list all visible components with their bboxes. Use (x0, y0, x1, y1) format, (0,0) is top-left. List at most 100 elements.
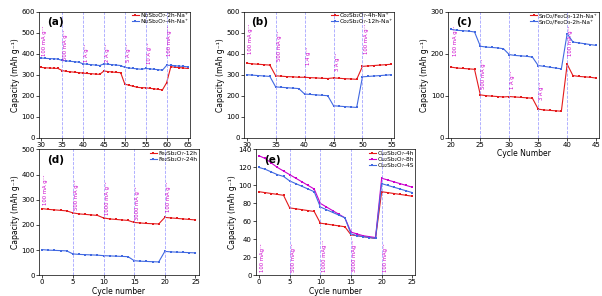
Cu₂Sb₂O₇-4S (329, 211, 336, 214)
SnO₂/Fe₂O₃-2h-Na⁺ (471, 30, 478, 34)
Ni₂Sb₂O₇-4h-Na⁺ (172, 64, 179, 67)
Ni₂Sb₂O₇-4h-Na⁺ (105, 62, 112, 66)
Text: 3000 mAg⁻¹: 3000 mAg⁻¹ (352, 240, 357, 272)
Fe₂Sb₂O₇-24h (51, 249, 58, 252)
Ni₂Sb₂O₇-2h-Na⁺ (159, 88, 166, 92)
Co₂Sb₂O₇-12h-Na⁺ (388, 73, 395, 76)
Ni₂Sb₂O₇-2h-Na⁺ (113, 71, 120, 74)
X-axis label: Cycle Number: Cycle Number (87, 149, 141, 158)
Cu₂Sb₂O₇-4h (403, 194, 410, 197)
SnO₂/Fe₂O₃-12h-Na⁺ (488, 94, 495, 98)
Fe₂Sb₂O₇-24h (63, 249, 70, 253)
Co₂Sb₂O₇-12h-Na⁺ (353, 106, 361, 109)
Fe₂Sb₂O₇-24h (94, 253, 101, 257)
Cu₂Sb₂O₇-4S (384, 184, 391, 187)
Cu₂Sb₂O₇-8h (384, 178, 391, 182)
Cu₂Sb₂O₇-4h (378, 190, 385, 194)
Cu₂Sb₂O₇-4S (397, 187, 404, 191)
Fe₂Sb₂O₇-12h (100, 216, 107, 220)
Cu₂Sb₂O₇-4S (378, 182, 385, 185)
SnO₂/Fe₂O₃-12h-Na⁺ (459, 67, 467, 70)
Co₂Sb₂O₇-12h-Na⁺ (278, 86, 285, 89)
Cu₂Sb₂O₇-8h (292, 176, 299, 180)
Cu₂Sb₂O₇-4h (299, 208, 306, 211)
Line: Cu₂Sb₂O₇-4h: Cu₂Sb₂O₇-4h (258, 190, 414, 240)
Co₂Sb₂O₇-4h-Na⁺ (347, 77, 355, 81)
Co₂Sb₂O₇-12h-Na⁺ (307, 93, 314, 96)
SnO₂/Fe₂O₃-12h-Na⁺ (477, 93, 484, 96)
SnO₂/Fe₂O₃-12h-Na⁺ (546, 109, 553, 112)
Text: 1000 mA g⁻¹: 1000 mA g⁻¹ (105, 181, 110, 215)
Legend: Fe₂Sb₂O₇-12h, Fe₂Sb₂O₇-24h: Fe₂Sb₂O₇-12h, Fe₂Sb₂O₇-24h (149, 150, 198, 162)
Fe₂Sb₂O₇-24h (39, 248, 46, 251)
SnO₂/Fe₂O₃-2h-Na⁺ (587, 43, 594, 46)
Cu₂Sb₂O₇-8h (261, 157, 268, 160)
Ni₂Sb₂O₇-2h-Na⁺ (109, 70, 116, 74)
Fe₂Sb₂O₇-12h (69, 211, 76, 215)
Fe₂Sb₂O₇-24h (45, 248, 52, 252)
Ni₂Sb₂O₇-4h-Na⁺ (46, 57, 53, 60)
Y-axis label: Capacity (mAh g⁻¹): Capacity (mAh g⁻¹) (11, 38, 20, 112)
Co₂Sb₂O₇-12h-Na⁺ (266, 75, 273, 78)
Co₂Sb₂O₇-12h-Na⁺ (324, 94, 331, 97)
Co₂Sb₂O₇-4h-Na⁺ (284, 75, 291, 78)
Ni₂Sb₂O₇-2h-Na⁺ (46, 66, 53, 70)
Ni₂Sb₂O₇-4h-Na⁺ (67, 59, 74, 63)
SnO₂/Fe₂O₃-12h-Na⁺ (500, 95, 507, 99)
Fe₂Sb₂O₇-24h (186, 251, 193, 254)
Co₂Sb₂O₇-4h-Na⁺ (330, 76, 337, 80)
Ni₂Sb₂O₇-2h-Na⁺ (180, 66, 187, 70)
Co₂Sb₂O₇-12h-Na⁺ (290, 86, 297, 90)
Co₂Sb₂O₇-4h-Na⁺ (278, 74, 285, 78)
Cu₂Sb₂O₇-4h (359, 235, 367, 238)
SnO₂/Fe₂O₃-2h-Na⁺ (512, 54, 519, 57)
SnO₂/Fe₂O₃-2h-Na⁺ (592, 44, 600, 47)
Co₂Sb₂O₇-4h-Na⁺ (301, 75, 308, 79)
Ni₂Sb₂O₇-2h-Na⁺ (79, 71, 87, 75)
Fe₂Sb₂O₇-12h (179, 217, 187, 221)
Line: Cu₂Sb₂O₇-8h: Cu₂Sb₂O₇-8h (258, 155, 414, 239)
Fe₂Sb₂O₇-12h (112, 218, 119, 221)
Fe₂Sb₂O₇-12h (39, 207, 46, 210)
Fe₂Sb₂O₇-24h (57, 249, 64, 252)
Cu₂Sb₂O₇-4h (397, 193, 404, 196)
SnO₂/Fe₂O₃-2h-Na⁺ (563, 32, 571, 36)
Cu₂Sb₂O₇-4h (255, 190, 262, 194)
Co₂Sb₂O₇-12h-Na⁺ (341, 105, 349, 108)
Ni₂Sb₂O₇-2h-Na⁺ (84, 72, 91, 75)
Ni₂Sb₂O₇-4h-Na⁺ (79, 62, 87, 66)
Ni₂Sb₂O₇-4h-Na⁺ (142, 67, 149, 70)
Fe₂Sb₂O₇-12h (155, 222, 163, 226)
Cu₂Sb₂O₇-4S (409, 191, 416, 194)
SnO₂/Fe₂O₃-2h-Na⁺ (465, 29, 473, 33)
Co₂Sb₂O₇-12h-Na⁺ (301, 92, 308, 96)
Cu₂Sb₂O₇-4h (274, 193, 281, 196)
Text: 1000 mAg⁻¹: 1000 mAg⁻¹ (321, 239, 326, 272)
Cu₂Sb₂O₇-4h (329, 223, 336, 227)
Cu₂Sb₂O₇-8h (329, 209, 336, 212)
SnO₂/Fe₂O₃-2h-Na⁺ (448, 28, 455, 31)
Cu₂Sb₂O₇-8h (286, 173, 293, 176)
Ni₂Sb₂O₇-4h-Na⁺ (146, 67, 154, 71)
Cu₂Sb₂O₇-8h (268, 161, 275, 165)
Text: 100 mA g⁻¹: 100 mA g⁻¹ (453, 25, 458, 56)
Ni₂Sb₂O₇-4h-Na⁺ (159, 68, 166, 72)
Text: 500 mA g⁻¹: 500 mA g⁻¹ (74, 179, 79, 210)
Cu₂Sb₂O₇-4S (335, 213, 343, 217)
Fe₂Sb₂O₇-12h (81, 213, 88, 216)
SnO₂/Fe₂O₃-2h-Na⁺ (541, 65, 548, 68)
Fe₂Sb₂O₇-24h (155, 260, 163, 264)
Fe₂Sb₂O₇-24h (81, 253, 88, 256)
Cu₂Sb₂O₇-4h (317, 221, 324, 225)
Line: Cu₂Sb₂O₇-4S: Cu₂Sb₂O₇-4S (258, 166, 414, 240)
Ni₂Sb₂O₇-4h-Na⁺ (125, 66, 132, 70)
Cu₂Sb₂O₇-4S (274, 173, 281, 176)
Co₂Sb₂O₇-4h-Na⁺ (382, 63, 389, 66)
SnO₂/Fe₂O₃-2h-Na⁺ (517, 54, 524, 58)
Text: 100 mA g⁻¹: 100 mA g⁻¹ (43, 174, 48, 205)
Fe₂Sb₂O₇-24h (100, 254, 107, 258)
Ni₂Sb₂O₇-2h-Na⁺ (176, 66, 183, 69)
SnO₂/Fe₂O₃-12h-Na⁺ (529, 96, 536, 100)
Ni₂Sb₂O₇-2h-Na⁺ (88, 72, 95, 75)
Fe₂Sb₂O₇-12h (51, 208, 58, 212)
